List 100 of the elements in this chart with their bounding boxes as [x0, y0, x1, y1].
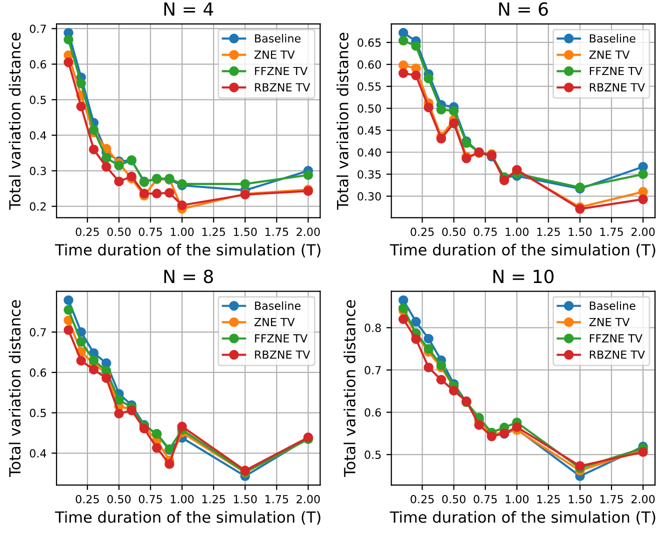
point — [411, 334, 421, 344]
x-tick-label: 1.50 — [234, 228, 257, 236]
point — [411, 41, 421, 51]
x-tick-label: 1.25 — [537, 494, 560, 504]
y-tick-label: 0.7 — [30, 24, 46, 33]
legend-label: FFZNE TV — [255, 334, 308, 342]
y-tick-label: 0.55 — [358, 82, 381, 91]
x-tick-label: 0.50 — [107, 494, 131, 504]
y-tick-label: 0.35 — [358, 170, 381, 179]
x-tick-label: 1.75 — [600, 495, 623, 504]
x-tick-label: 1.75 — [266, 228, 288, 236]
x-tick-label: 0.50 — [442, 494, 466, 504]
y-axis-title: Total variation distance — [344, 300, 356, 478]
x-tick-label: 1.75 — [266, 495, 288, 504]
y-tick-label: 0.65 — [358, 38, 381, 47]
point — [64, 325, 74, 335]
point — [398, 303, 408, 314]
x-tick-label: 0.25 — [76, 228, 99, 236]
point — [101, 153, 112, 163]
x-tick-label: 1.00 — [170, 494, 194, 504]
point — [411, 70, 421, 80]
x-tick-label: 2.00 — [296, 228, 320, 236]
y-tick-label: 0.2 — [30, 202, 46, 211]
x-axis-title: Time duration of the simulation (T) — [54, 244, 320, 258]
chart-title: N = 4 — [164, 2, 214, 16]
x-tick-label: 2.00 — [631, 228, 655, 236]
point — [398, 295, 408, 306]
y-tick-label: 0.4 — [30, 449, 46, 458]
legend-label: RBZNE TV — [590, 350, 645, 359]
x-tick-label: 0.25 — [410, 494, 434, 504]
chart-title: N = 8 — [164, 270, 213, 284]
legend-label: FFZNE TV — [590, 66, 642, 76]
legend-label: Baseline — [590, 301, 636, 310]
point — [448, 118, 459, 128]
point — [88, 364, 99, 374]
point — [436, 360, 446, 370]
y-tick-label: 0.60 — [358, 60, 381, 69]
x-tick-label: 0.25 — [76, 494, 99, 504]
point — [424, 74, 434, 84]
chart-title: N = 6 — [499, 2, 548, 16]
y-tick-label: 0.5 — [30, 408, 46, 418]
x-tick-label: 1.00 — [506, 494, 529, 504]
x-tick-label: 0.75 — [138, 494, 162, 504]
point — [638, 447, 648, 457]
point — [512, 422, 522, 432]
x-tick-label: 2.00 — [296, 494, 320, 504]
y-tick-label: 0.40 — [358, 148, 381, 157]
point — [448, 386, 459, 396]
y-tick-label: 0.8 — [364, 324, 381, 332]
point — [398, 68, 408, 78]
point — [88, 144, 99, 154]
point — [152, 188, 162, 198]
point — [424, 334, 434, 344]
legend-label: ZNE TV — [254, 318, 295, 326]
x-tick-label: 1.00 — [170, 228, 194, 236]
point — [398, 28, 408, 38]
chart-title: N = 10 — [493, 270, 554, 284]
y-tick-label: 0.30 — [358, 192, 381, 201]
x-tick-label: 1.50 — [234, 494, 257, 504]
y-axis-title: Total variation distance — [8, 300, 21, 478]
legend-label: Baseline — [255, 301, 300, 310]
point — [114, 160, 124, 170]
point — [164, 188, 174, 198]
point — [436, 104, 446, 115]
point — [114, 408, 124, 418]
point — [64, 34, 74, 44]
point — [76, 356, 86, 366]
x-tick-label: 1.25 — [537, 228, 560, 236]
point — [638, 194, 648, 204]
y-tick-label: 0.6 — [30, 60, 46, 69]
point — [152, 443, 162, 453]
y-tick-label: 0.3 — [30, 166, 46, 176]
legend-label: FFZNE TV — [590, 334, 642, 342]
y-tick-label: 0.7 — [364, 366, 381, 374]
x-tick-label: 0.25 — [410, 228, 434, 236]
point — [424, 102, 434, 112]
y-tick-label: 0.5 — [30, 96, 46, 104]
legend-label: FFZNE TV — [255, 66, 308, 76]
point — [436, 374, 446, 385]
point — [64, 295, 74, 306]
point — [76, 102, 86, 112]
legend-label: RBZNE TV — [255, 350, 310, 359]
x-tick-label: 1.25 — [202, 494, 225, 504]
x-tick-label: 1.25 — [202, 228, 225, 236]
y-axis-title: Total variation distance — [336, 32, 348, 210]
legend-label: RBZNE TV — [590, 83, 645, 92]
point — [76, 78, 86, 88]
point — [424, 362, 434, 372]
x-axis-title: Time duration of the simulation (T) — [390, 511, 656, 525]
point — [177, 200, 187, 210]
point — [164, 459, 174, 469]
point — [424, 344, 434, 354]
legend-label: Baseline — [255, 34, 300, 43]
point — [303, 170, 314, 180]
point — [101, 162, 112, 172]
x-tick-label: 1.50 — [568, 228, 592, 236]
legend-label: ZNE TV — [254, 50, 295, 59]
point — [114, 395, 124, 405]
point — [88, 125, 99, 135]
x-tick-label: 0.75 — [474, 494, 497, 504]
